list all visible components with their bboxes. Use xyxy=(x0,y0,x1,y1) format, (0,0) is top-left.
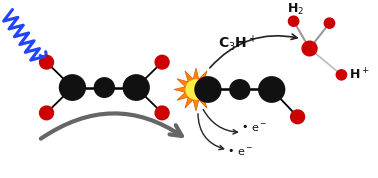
Text: • e$^-$: • e$^-$ xyxy=(241,123,267,134)
Circle shape xyxy=(336,70,347,80)
Circle shape xyxy=(123,75,149,100)
Circle shape xyxy=(155,55,169,69)
Text: C$_3$H$^+$: C$_3$H$^+$ xyxy=(218,33,258,53)
Circle shape xyxy=(302,41,317,56)
Text: H$^+$: H$^+$ xyxy=(349,67,370,83)
Circle shape xyxy=(40,106,54,120)
Circle shape xyxy=(324,18,335,28)
Circle shape xyxy=(59,75,85,100)
Circle shape xyxy=(40,55,54,69)
Circle shape xyxy=(186,80,206,99)
Circle shape xyxy=(288,16,299,26)
Polygon shape xyxy=(174,68,218,111)
Circle shape xyxy=(259,77,285,102)
Circle shape xyxy=(291,110,305,124)
Text: H$_2$: H$_2$ xyxy=(287,2,304,17)
Text: • e$^-$: • e$^-$ xyxy=(227,147,253,158)
Circle shape xyxy=(155,106,169,120)
Circle shape xyxy=(94,78,114,97)
Circle shape xyxy=(195,77,221,102)
Circle shape xyxy=(230,80,250,99)
